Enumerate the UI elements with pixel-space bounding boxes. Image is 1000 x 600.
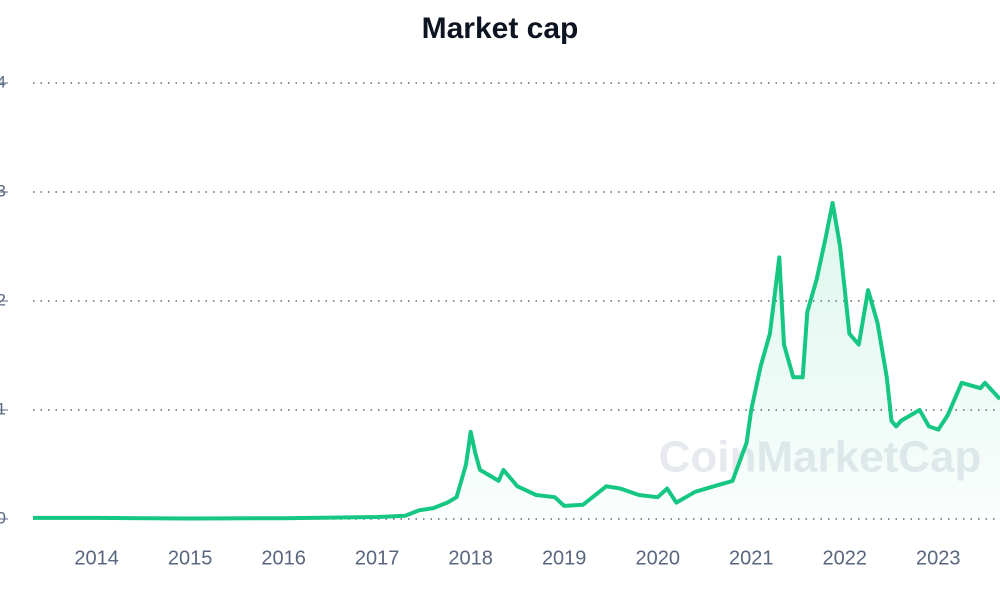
- y-tick-label: 3: [0, 181, 6, 200]
- x-tick-label: 2022: [823, 547, 868, 569]
- x-tick-label: 2021: [729, 547, 774, 569]
- x-tick-label: 2018: [448, 547, 493, 569]
- y-tick-label: 1: [0, 399, 6, 418]
- x-tick-label: 2023: [916, 547, 961, 569]
- x-tick-label: 2014: [74, 547, 119, 569]
- x-tick-label: 2016: [261, 547, 306, 569]
- y-tick-label: 4: [0, 72, 6, 91]
- line: [33, 200, 1000, 521]
- x-tick-label: 2017: [355, 547, 400, 569]
- area: [33, 202, 1000, 519]
- y-tick-label: 0: [0, 508, 6, 527]
- y-tick-label: 2: [0, 290, 6, 309]
- x-tick-label: 2020: [635, 547, 680, 569]
- x-tick-label: 2019: [542, 547, 587, 569]
- chart-title: Market cap: [422, 12, 579, 45]
- x-tick-label: 2015: [168, 547, 213, 569]
